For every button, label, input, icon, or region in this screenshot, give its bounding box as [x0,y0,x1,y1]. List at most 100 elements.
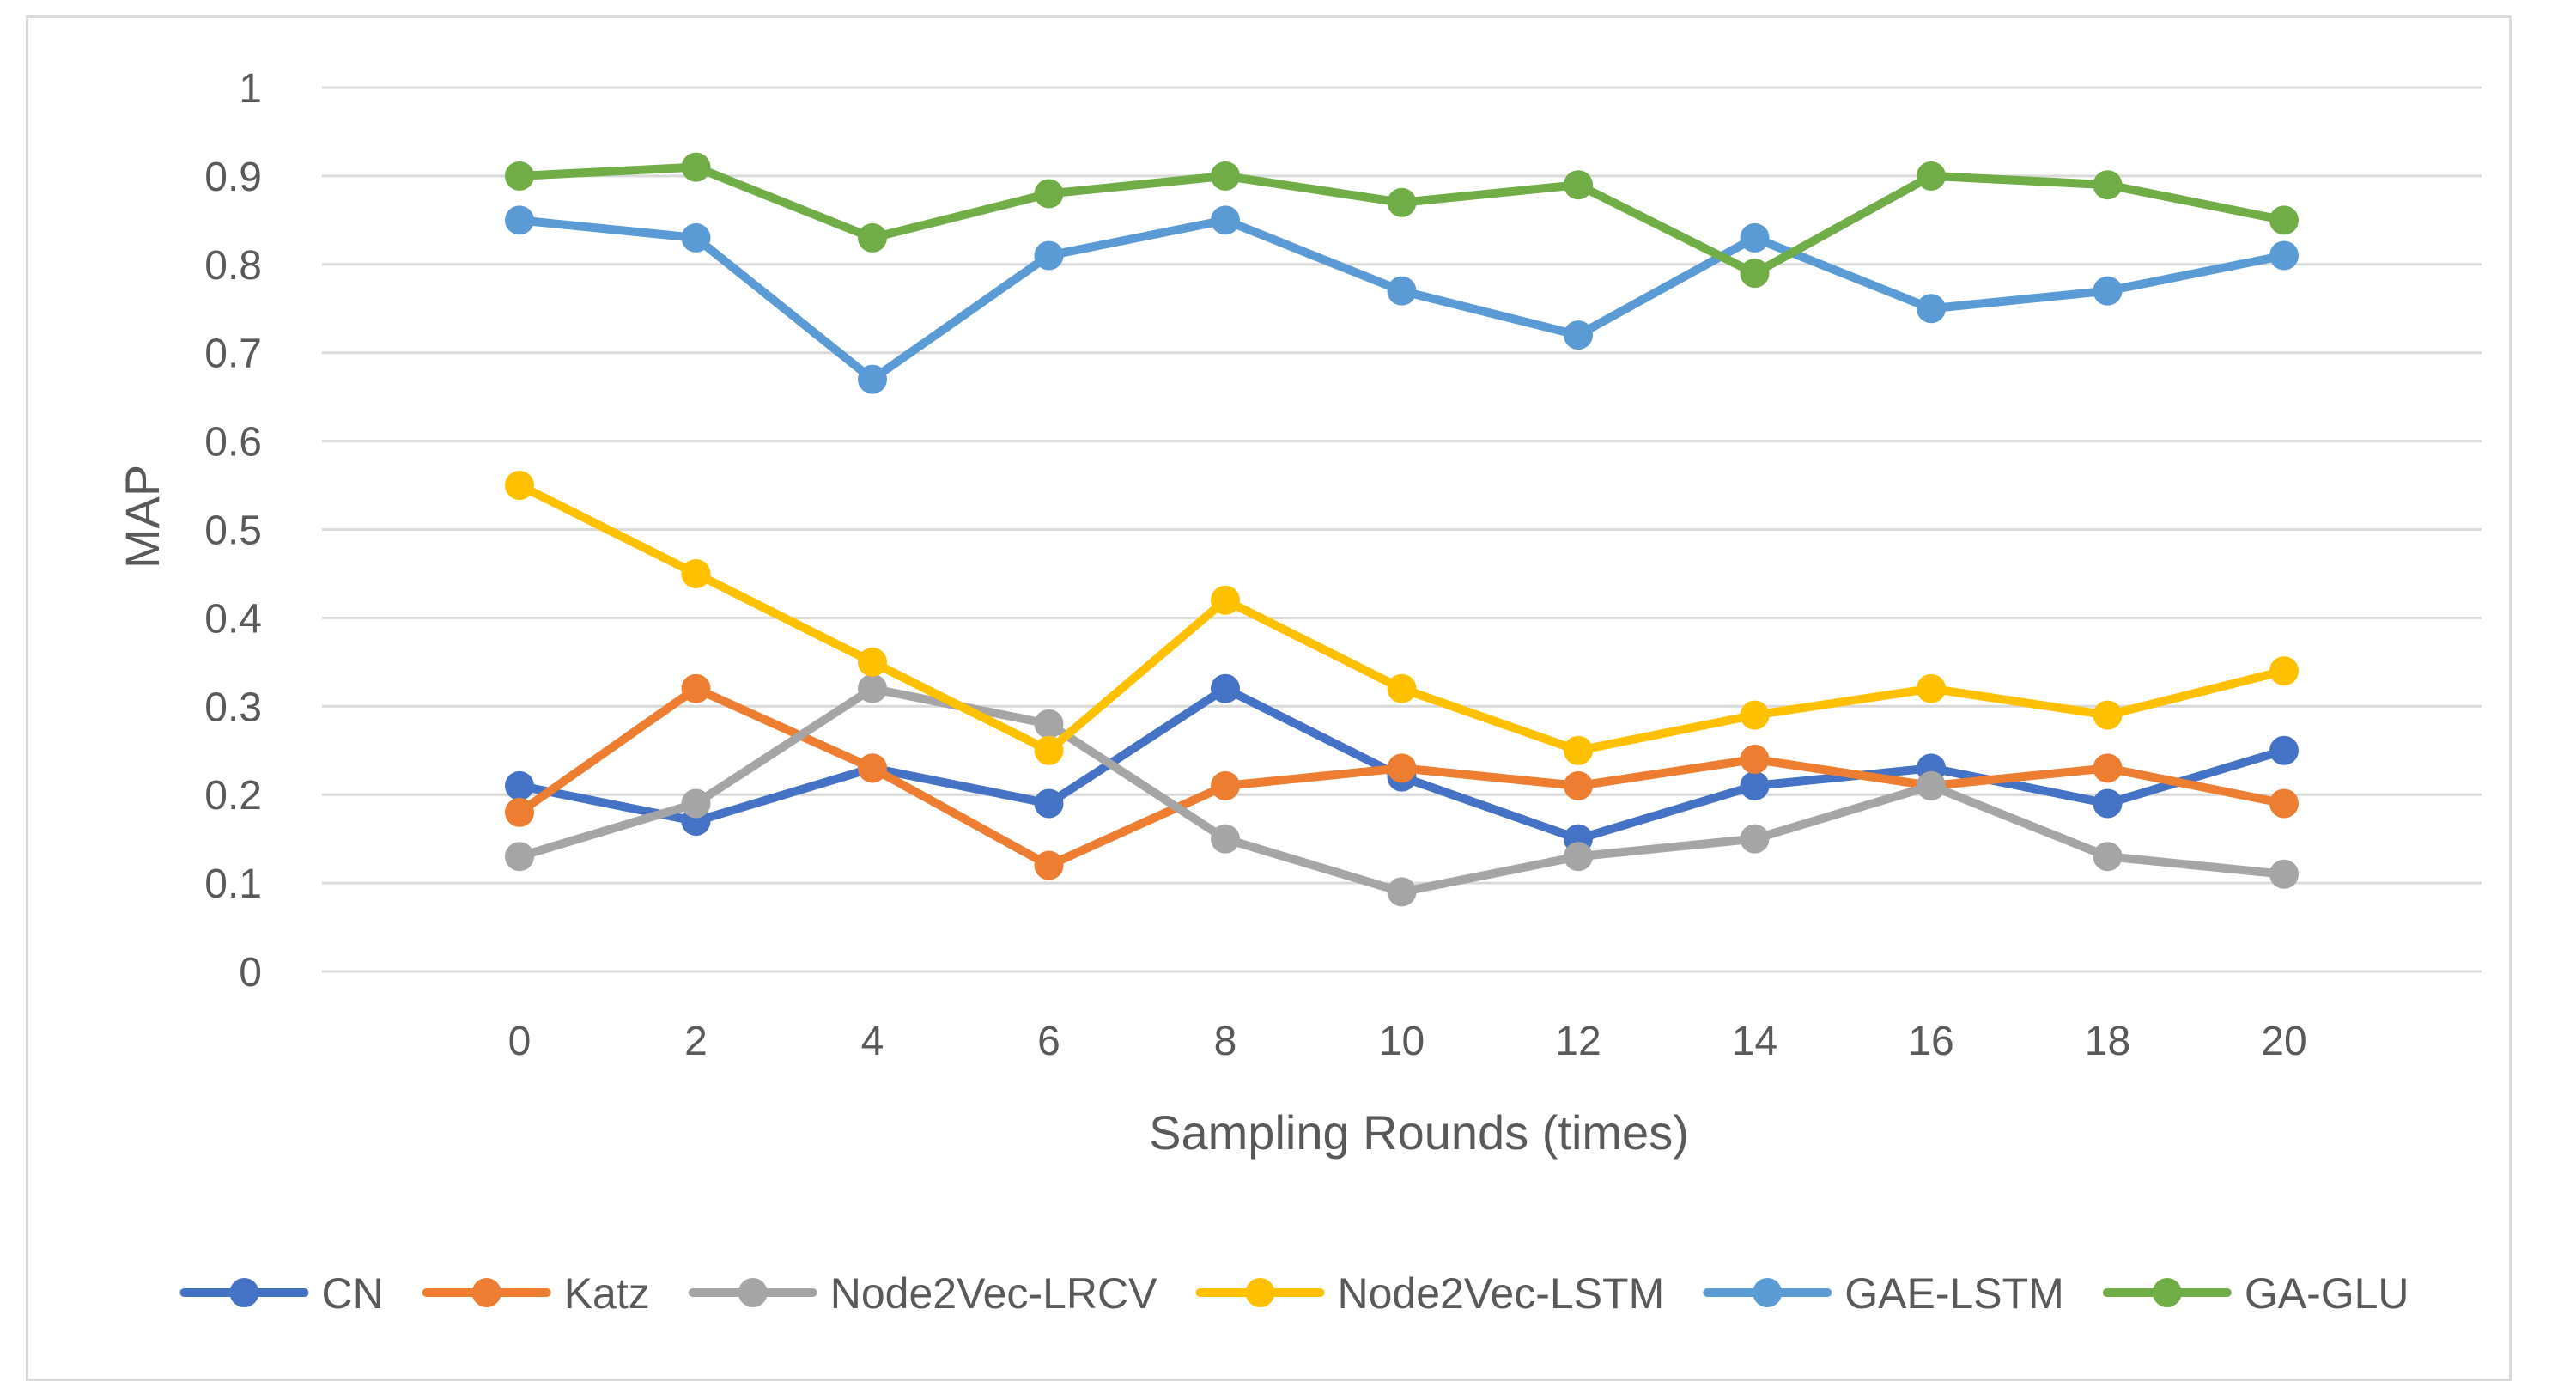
data-point [505,842,534,872]
data-point [1740,770,1770,800]
data-point [1211,585,1240,615]
y-tick-label: 0.2 [204,773,262,819]
series-gae-lstm [505,205,2299,394]
data-point [681,673,711,703]
data-point [2093,753,2123,783]
data-point [1917,161,1946,191]
data-point [1034,850,1064,880]
legend-item: Katz [422,1269,650,1318]
y-tick-label: 0.8 [204,243,262,289]
grid-lines [322,86,2482,973]
data-point [681,222,711,253]
x-tick-label: 12 [1555,1019,1601,1064]
data-point [1211,205,1240,235]
data-point [1917,673,1946,703]
data-point [1917,294,1946,324]
y-tick-label: 0.5 [204,508,262,554]
legend-swatch-marker [738,1278,768,1307]
data-point [858,222,887,253]
legend-item: GAE-LSTM [1703,1269,2064,1318]
data-point [2269,240,2299,271]
legend-label: GAE-LSTM [1844,1269,2064,1318]
legend-swatch-marker [1245,1278,1275,1307]
data-point [505,797,534,827]
legend-swatch-marker [2152,1278,2182,1307]
data-point [1387,187,1417,217]
data-point [858,753,887,783]
data-point [1740,700,1770,730]
data-point [1740,824,1770,854]
data-point [2269,859,2299,889]
data-point [2269,656,2299,686]
x-tick-label: 14 [1732,1019,1777,1064]
data-point [1211,824,1240,854]
y-axis-ticks: 0 0.1 0.2 0.3 0.4 0.5 0.6 0.7 0.8 0.9 1 [204,66,262,995]
data-point [1564,735,1593,765]
x-tick-label: 4 [861,1019,884,1064]
data-point [681,788,711,819]
data-point [2093,170,2123,200]
legend-swatch-marker [1753,1278,1783,1307]
legend-label: GA-GLU [2245,1269,2409,1318]
data-point [1564,170,1593,200]
y-tick-label: 0.9 [204,155,262,200]
data-point [2269,205,2299,235]
data-point [1387,877,1417,907]
legend-item: Node2Vec-LSTM [1195,1269,1664,1318]
y-tick-label: 0 [239,950,262,995]
series-ga-glu [505,152,2299,289]
data-point [681,558,711,588]
data-point [1034,240,1064,271]
y-tick-label: 0.7 [204,332,262,377]
legend-swatch-marker [471,1278,501,1307]
data-point [505,205,534,235]
data-point [2269,735,2299,765]
x-axis-title: Sampling Rounds (times) [1149,1105,1689,1160]
x-tick-label: 16 [1908,1019,1953,1064]
legend-item: CN [179,1269,384,1318]
data-point [1387,276,1417,306]
legend-label: CN [321,1269,383,1318]
data-point [858,647,887,677]
data-point [2269,788,2299,819]
x-tick-label: 6 [1037,1019,1060,1064]
data-point [1211,673,1240,703]
legend-item: GA-GLU [2102,1269,2409,1318]
series-line [515,162,2288,278]
y-tick-label: 0.1 [204,861,262,907]
data-point [1387,673,1417,703]
data-point [2093,788,2123,819]
x-tick-label: 18 [2085,1019,2130,1064]
data-point [1211,161,1240,191]
legend-swatch-marker [229,1278,259,1307]
y-tick-label: 0.4 [204,596,262,642]
data-point [1034,179,1064,209]
data-point [1387,753,1417,783]
series-node2vec-lrcv [505,673,2299,907]
data-point [1564,320,1593,350]
data-point [505,161,534,191]
y-tick-label: 0.3 [204,685,262,730]
data-point [1740,745,1770,775]
chart-frame [26,15,2512,1381]
data-point [858,364,887,394]
y-tick-label: 1 [239,66,262,112]
legend-label: Katz [564,1269,650,1318]
data-point [1740,259,1770,289]
data-point [1917,770,1946,800]
legend-label: Node2Vec-LRCV [830,1269,1157,1318]
x-tick-label: 8 [1214,1019,1237,1064]
data-point [1564,842,1593,872]
x-tick-label: 20 [2261,1019,2306,1064]
data-point [1211,770,1240,800]
y-tick-label: 0.6 [204,420,262,466]
x-axis-ticks: 0 2 4 6 8 10 12 14 16 18 20 [508,1019,2307,1064]
series-node2vec-lstm [505,471,2299,765]
series-lines [505,152,2299,907]
legend-item: Node2Vec-LRCV [688,1269,1157,1318]
x-tick-label: 2 [684,1019,708,1064]
data-point [2093,276,2123,306]
data-point [1740,222,1770,253]
data-point [1034,709,1064,739]
